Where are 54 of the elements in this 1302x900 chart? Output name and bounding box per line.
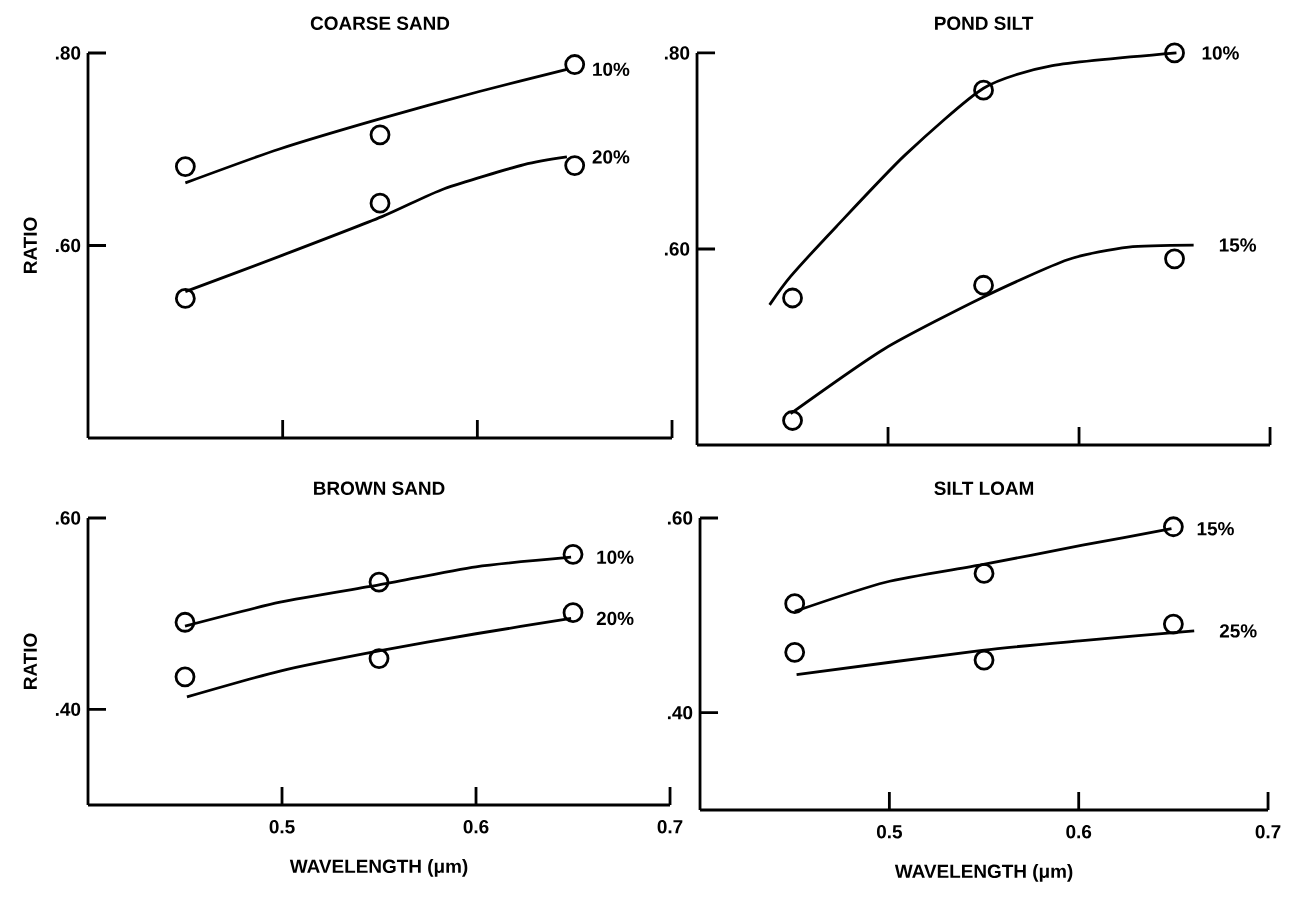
x-tick-label: 0.5	[269, 820, 295, 834]
chart-title: POND SILT	[935, 16, 1034, 30]
y-tick-label: .40	[667, 705, 693, 720]
point	[1162, 613, 1184, 635]
x-axis-title: WAVELENGTH (μm)	[894, 864, 1073, 882]
y-tick-label: .40	[55, 702, 81, 717]
point	[784, 641, 806, 663]
x-tick-label: 0.6	[463, 820, 489, 834]
chart-title: BROWN SAND	[314, 481, 445, 495]
series-label: 15%	[1197, 522, 1234, 536]
point	[562, 602, 584, 624]
y-tick-label: .80	[55, 46, 81, 60]
chart-title: SILT LOAM	[934, 481, 1034, 495]
series-label: 10%	[1202, 46, 1239, 60]
y-tick-label: .80	[664, 46, 690, 60]
x-tick-label: 0.5	[876, 825, 902, 839]
series-label: 20%	[596, 611, 634, 626]
point	[174, 288, 196, 309]
point	[174, 666, 196, 688]
series-label: 20%	[592, 150, 630, 164]
y-tick-label: .60	[55, 511, 81, 525]
point	[782, 410, 803, 431]
point	[973, 649, 995, 671]
y-axis-title: RATIO	[23, 633, 37, 689]
point	[782, 287, 803, 309]
y-tick-label: .60	[667, 511, 693, 525]
y-axis-title: RATIO	[23, 217, 37, 273]
x-tick-label: 0.7	[657, 820, 683, 834]
y-tick-label: .60	[664, 242, 690, 256]
point	[562, 543, 584, 565]
x-tick-label: 0.6	[1066, 825, 1092, 839]
point	[784, 593, 806, 615]
point	[564, 155, 586, 176]
series-label: 25%	[1219, 624, 1257, 638]
point	[973, 79, 994, 101]
point	[174, 156, 196, 177]
point	[1164, 42, 1185, 64]
point	[368, 571, 390, 593]
point	[973, 274, 994, 296]
point	[564, 54, 586, 75]
x-tick-label: 0.7	[1255, 825, 1281, 839]
x-axis-title: WAVELENGTH (μm)	[289, 859, 468, 877]
point	[369, 192, 391, 214]
point	[1164, 248, 1185, 270]
series-label: 10%	[597, 550, 634, 564]
point	[1162, 516, 1184, 538]
point	[973, 563, 995, 584]
point	[369, 124, 391, 146]
series-label: 10%	[593, 62, 630, 77]
series-label: 15%	[1219, 238, 1257, 252]
chart-title: COARSE SAND	[310, 16, 450, 30]
point	[368, 648, 390, 670]
point	[174, 611, 196, 633]
y-tick-label: .60	[55, 238, 81, 253]
